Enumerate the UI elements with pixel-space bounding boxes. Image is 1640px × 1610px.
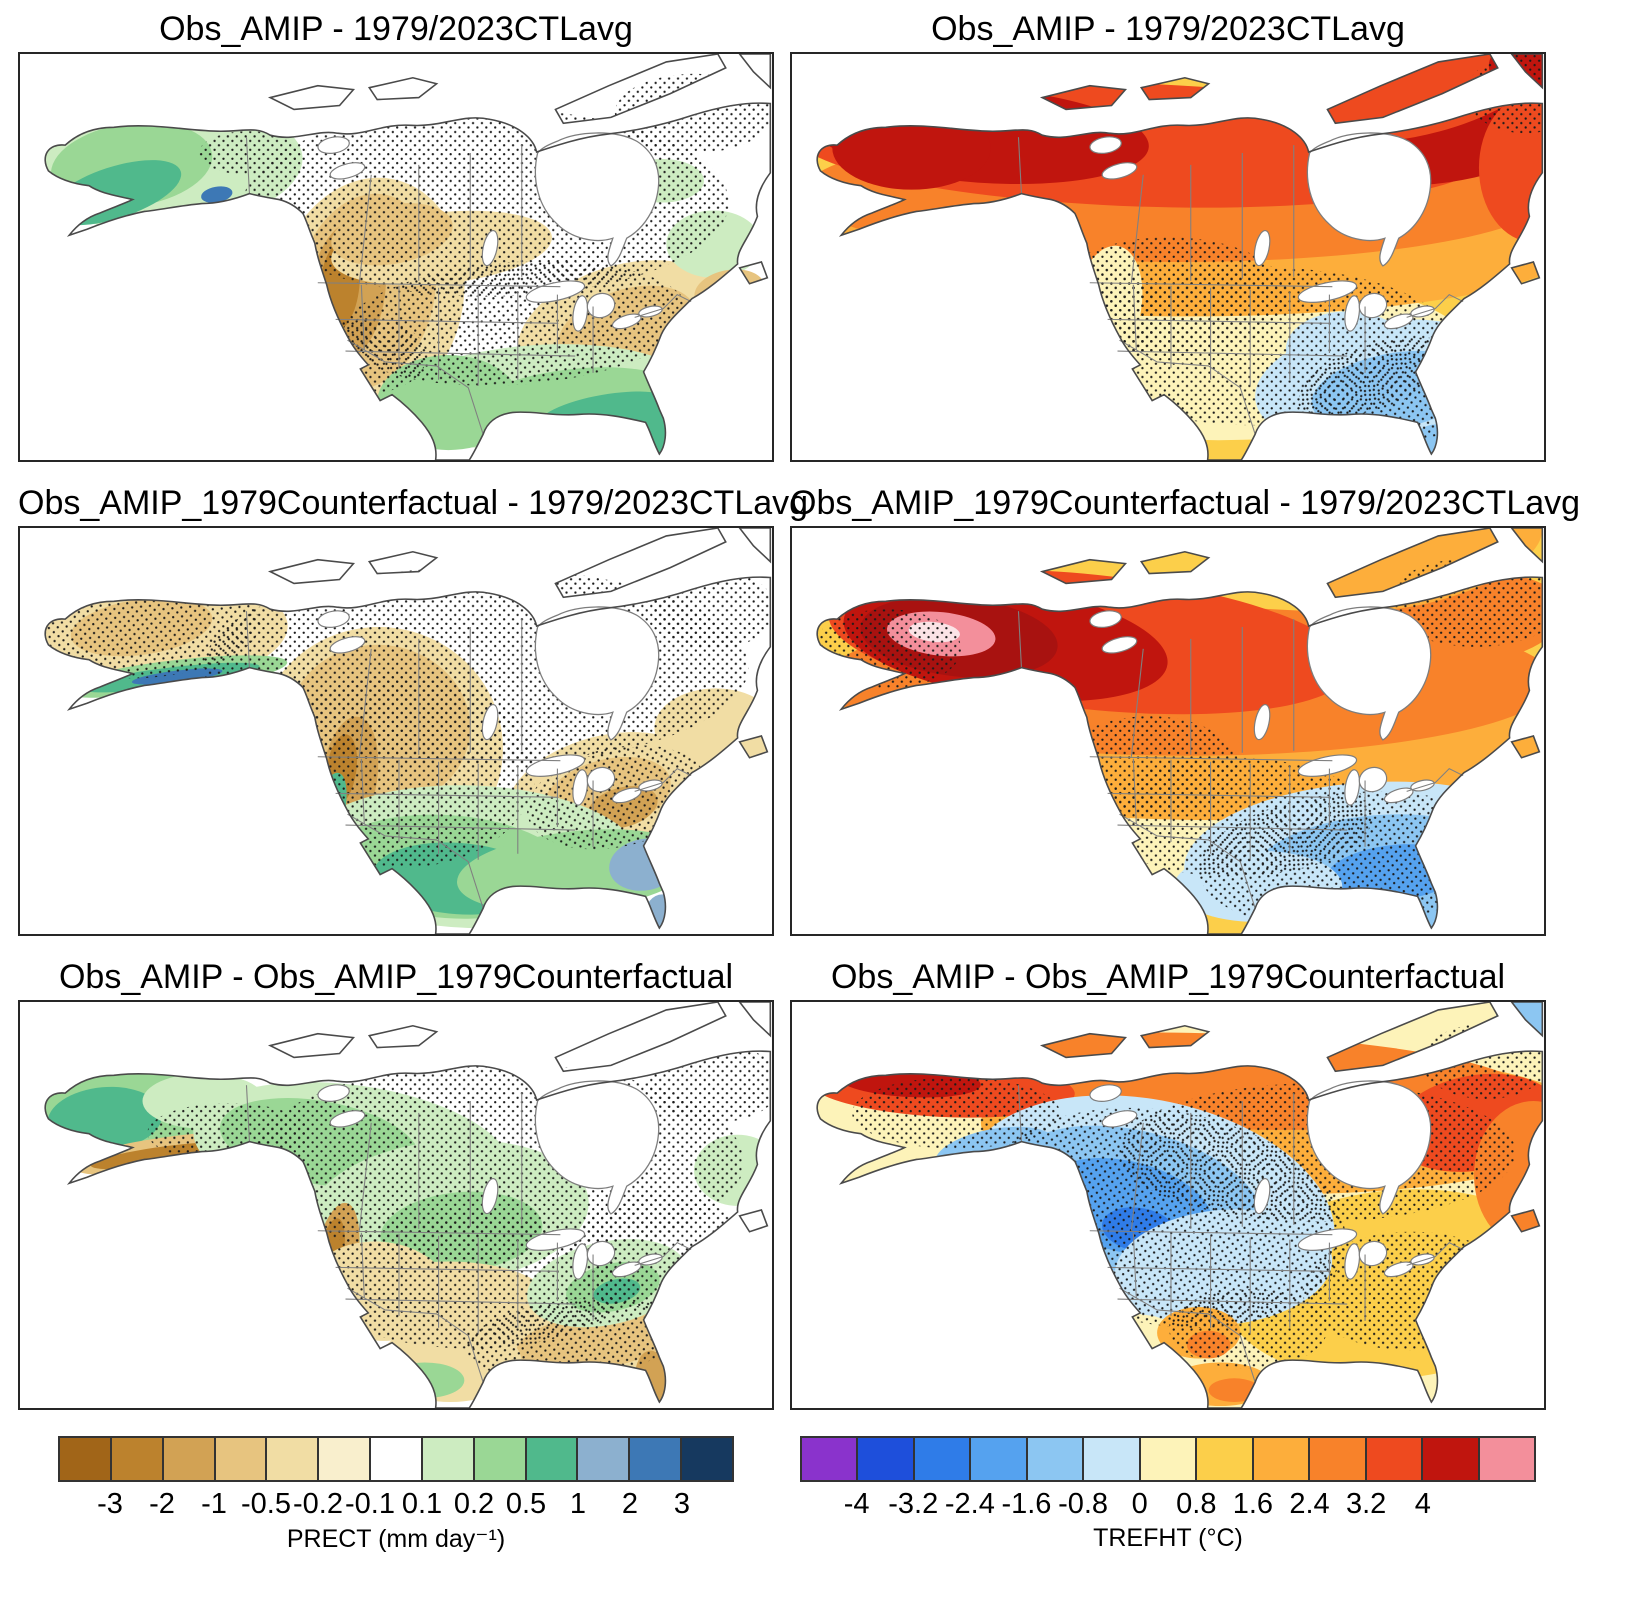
colorbar-cell [858, 1438, 915, 1480]
colorbar-tick-label: 2 [621, 1488, 639, 1520]
colorbar-tick-label: -0.2 [293, 1488, 343, 1520]
colorbar-cell [914, 1438, 972, 1480]
colorbar-cell [578, 1438, 631, 1480]
colorbar-tick-label: -2 [149, 1488, 175, 1520]
colorbar-tick-label: -3.2 [888, 1488, 939, 1520]
figure-root: Obs_AMIP - 1979/2023CTLavg Obs_AMIP - 19… [18, 6, 1640, 1554]
colorbar-tick-label: -3 [97, 1488, 123, 1520]
colorbar-cell [1140, 1438, 1198, 1480]
colorbar-cell [630, 1438, 683, 1480]
figure-row-3: Obs_AMIP - Obs_AMIP_1979Counterfactual O… [18, 954, 1640, 1410]
colorbar-tick-label: -0.8 [1058, 1488, 1109, 1520]
north-america-map [44, 54, 772, 460]
colorbar-prect-ticks: -3 -2 -1 -0.5 -0.2 -0.1 0.1 0.2 0.5 1 2 3 [58, 1482, 734, 1524]
panel-title-trefht-counterfactual: Obs_AMIP_1979Counterfactual - 1979/2023C… [790, 484, 1581, 522]
colorbar-trefht-ticks: -4 -3.2 -2.4 -1.6 -0.8 0 0.8 1.6 2.4 3.2 4 [800, 1482, 1536, 1524]
colorbar-prect-cells [58, 1436, 734, 1482]
panel-title-prect-difference: Obs_AMIP - Obs_AMIP_1979Counterfactual [58, 958, 734, 996]
colorbar-cell [60, 1438, 112, 1480]
colorbar-cell [1366, 1438, 1424, 1480]
figure-row-2: Obs_AMIP_1979Counterfactual - 1979/2023C… [18, 480, 1640, 936]
figure-row-1: Obs_AMIP - 1979/2023CTLavg Obs_AMIP - 19… [18, 6, 1640, 462]
north-america-map [816, 528, 1544, 934]
colorbar-cell [422, 1438, 475, 1480]
colorbar-cell [474, 1438, 527, 1480]
panel-title-prect-obs: Obs_AMIP - 1979/2023CTLavg [159, 10, 633, 48]
colorbar-tick-label: 0.8 [1176, 1488, 1217, 1520]
colorbar-tick-label: -2.4 [944, 1488, 995, 1520]
colorbar-cell [319, 1438, 372, 1480]
colorbar-cell [1423, 1438, 1480, 1480]
colorbar-cell [1310, 1438, 1367, 1480]
panel-title-trefht-difference: Obs_AMIP - Obs_AMIP_1979Counterfactual [830, 958, 1506, 996]
colorbar-trefht-cells [800, 1436, 1536, 1482]
map-panel-trefht-counterfactual [790, 526, 1546, 936]
colorbar-prect-bar: -3 -2 -1 -0.5 -0.2 -0.1 0.1 0.2 0.5 1 2 3 [58, 1436, 734, 1524]
colorbar-tick-label: 0.2 [453, 1488, 495, 1520]
colorbar-tick-label: -0.1 [345, 1488, 395, 1520]
colorbar-prect-label: PRECT (mm day⁻¹) [286, 1525, 506, 1553]
colorbar-cell [371, 1438, 423, 1480]
colorbar-cell [215, 1438, 268, 1480]
colorbar-cell [267, 1438, 320, 1480]
colorbar-cell [1027, 1438, 1085, 1480]
colorbar-tick-label: 3.2 [1345, 1488, 1387, 1520]
colorbar-trefht-label: TREFHT (°C) [1093, 1524, 1243, 1552]
colorbar-cell [802, 1438, 859, 1480]
colorbar-tick-label: -1 [201, 1488, 227, 1520]
map-panel-prect-counterfactual [18, 526, 774, 936]
map-panel-trefht-difference [790, 1000, 1546, 1410]
panel-title-trefht-obs: Obs_AMIP - 1979/2023CTLavg [931, 10, 1405, 48]
colorbar-tick-label: 1 [569, 1488, 587, 1520]
colorbar-cell [1084, 1438, 1141, 1480]
colorbar-cell [1197, 1438, 1254, 1480]
colorbar-cell [1479, 1438, 1535, 1480]
colorbar-tick-label: 3 [673, 1488, 691, 1520]
colorbar-tick-label: -0.5 [240, 1488, 291, 1520]
colorbar-cell [526, 1438, 579, 1480]
colorbar-cell [1253, 1438, 1311, 1480]
colorbar-tick-label: 4 [1414, 1488, 1431, 1520]
map-panel-prect-obs [18, 52, 774, 462]
colorbar-row: -3 -2 -1 -0.5 -0.2 -0.1 0.1 0.2 0.5 1 2 3 PRECT (mm… [18, 1436, 1640, 1554]
north-america-map [816, 1002, 1544, 1408]
colorbar-tick-label: 0.5 [505, 1488, 547, 1520]
map-panel-prect-difference [18, 1000, 774, 1410]
panel-title-prect-counterfactual: Obs_AMIP_1979Counterfactual - 1979/2023C… [18, 484, 809, 522]
colorbar-tick-label: 2.4 [1289, 1488, 1330, 1520]
colorbar-prect: -3 -2 -1 -0.5 -0.2 -0.1 0.1 0.2 0.5 1 2 3 PRECT (mm… [18, 1436, 774, 1554]
colorbar-cell [111, 1438, 164, 1480]
north-america-map [44, 1002, 772, 1408]
map-panel-trefht-obs [790, 52, 1546, 462]
colorbar-cell [682, 1438, 732, 1480]
colorbar-tick-label: -1.6 [1001, 1488, 1052, 1520]
colorbar-tick-label: 0.1 [401, 1488, 443, 1520]
colorbar-tick-label: 0 [1131, 1488, 1148, 1520]
colorbar-trefht-bar: -4 -3.2 -2.4 -1.6 -0.8 0 0.8 1.6 2.4 3.2 4 [800, 1436, 1536, 1524]
north-america-map [816, 54, 1544, 460]
colorbar-tick-label: -4 [843, 1488, 870, 1520]
colorbar-cell [163, 1438, 216, 1480]
north-america-map [44, 528, 772, 934]
colorbar-cell [971, 1438, 1028, 1480]
colorbar-tick-label: 1.6 [1232, 1488, 1274, 1520]
colorbar-trefht: -4 -3.2 -2.4 -1.6 -0.8 0 0.8 1.6 2.4 3.2 4 TREFHT … [790, 1436, 1546, 1554]
